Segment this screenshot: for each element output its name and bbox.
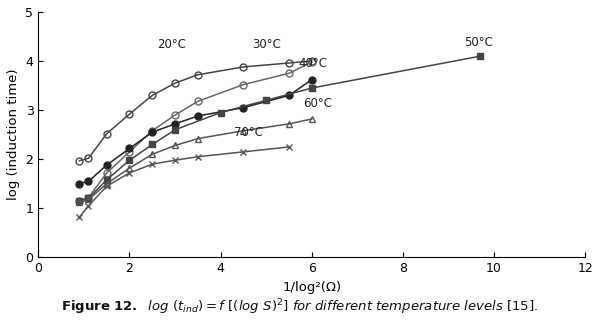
Text: 30°C: 30°C xyxy=(253,38,281,51)
X-axis label: 1/log²(Ω): 1/log²(Ω) xyxy=(282,281,341,294)
Text: 20°C: 20°C xyxy=(157,38,186,51)
Text: $\bf{Figure\ 12.}$  $\it{log\ (t_{ind})=f\ [(log\ S)^2]\ for\ different\ tempera: $\bf{Figure\ 12.}$ $\it{log\ (t_{ind})=f… xyxy=(61,297,539,317)
Text: 60°C: 60°C xyxy=(302,97,332,110)
Text: 70°C: 70°C xyxy=(235,126,263,139)
Text: 40°C: 40°C xyxy=(298,57,327,70)
Text: 50°C: 50°C xyxy=(464,36,493,49)
Y-axis label: log (induction time): log (induction time) xyxy=(7,69,20,200)
